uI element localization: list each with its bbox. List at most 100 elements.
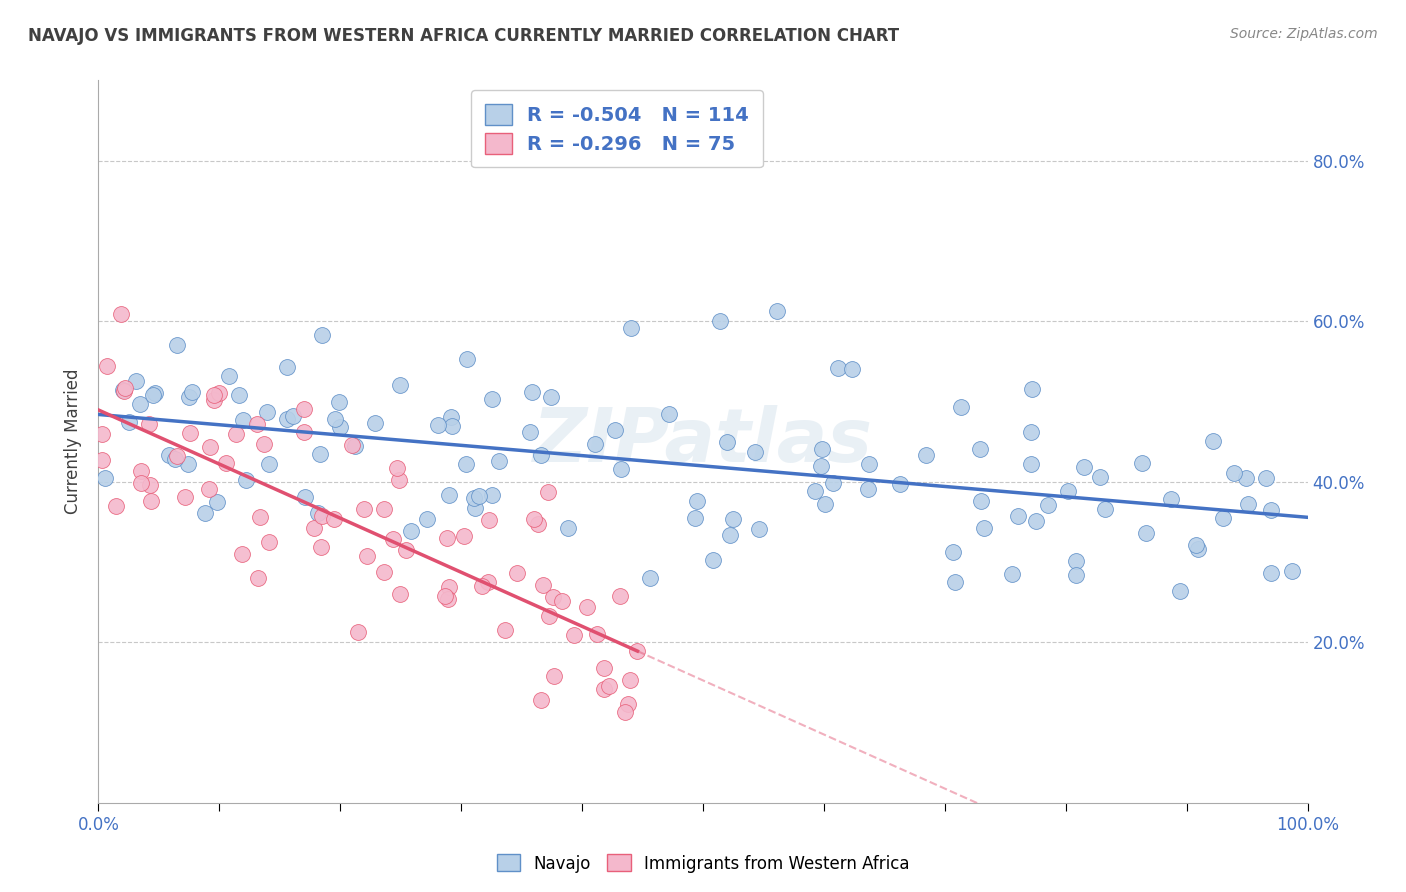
Point xyxy=(685,511,707,525)
Point xyxy=(456,351,478,366)
Point xyxy=(344,439,367,453)
Point xyxy=(478,513,501,527)
Point xyxy=(388,473,411,487)
Point xyxy=(309,446,332,460)
Point xyxy=(439,580,461,594)
Point xyxy=(626,644,648,658)
Point xyxy=(709,314,731,328)
Point xyxy=(249,509,271,524)
Point xyxy=(463,491,485,505)
Point xyxy=(198,440,221,454)
Point xyxy=(440,419,463,434)
Point xyxy=(202,392,225,407)
Point xyxy=(129,397,152,411)
Point xyxy=(283,409,305,424)
Point xyxy=(165,451,187,466)
Point xyxy=(436,591,458,606)
Point xyxy=(609,462,631,476)
Point xyxy=(208,386,231,401)
Point xyxy=(179,425,201,440)
Point xyxy=(257,534,280,549)
Point xyxy=(215,456,238,470)
Point xyxy=(1202,434,1225,449)
Point xyxy=(1001,567,1024,582)
Point xyxy=(246,571,269,585)
Point xyxy=(433,590,456,604)
Point xyxy=(638,571,661,585)
Point xyxy=(276,359,298,374)
Point xyxy=(557,521,579,535)
Point xyxy=(506,566,529,580)
Point xyxy=(471,579,494,593)
Point xyxy=(292,425,315,439)
Point xyxy=(576,600,599,615)
Point xyxy=(373,566,395,580)
Point xyxy=(949,400,972,414)
Point xyxy=(387,460,409,475)
Point xyxy=(205,495,228,509)
Point xyxy=(1073,460,1095,475)
Point xyxy=(658,408,681,422)
Point xyxy=(1094,501,1116,516)
Point xyxy=(766,304,789,318)
Point xyxy=(467,489,489,503)
Point xyxy=(235,473,257,487)
Point xyxy=(716,434,738,449)
Point xyxy=(177,390,200,404)
Point xyxy=(415,511,437,525)
Point xyxy=(827,361,849,376)
Point xyxy=(943,574,966,589)
Point xyxy=(142,388,165,402)
Point xyxy=(456,457,478,471)
Point xyxy=(614,705,637,719)
Point xyxy=(550,594,572,608)
Point xyxy=(969,442,991,456)
Point xyxy=(157,448,180,462)
Point xyxy=(382,533,405,547)
Point xyxy=(530,692,553,706)
Point xyxy=(856,482,879,496)
Point xyxy=(583,436,606,450)
Point xyxy=(811,442,834,456)
Point xyxy=(437,488,460,502)
Point xyxy=(307,506,329,520)
Point xyxy=(395,542,418,557)
Point xyxy=(231,547,253,561)
Point xyxy=(530,449,553,463)
Point xyxy=(1160,492,1182,507)
Point xyxy=(592,661,614,675)
Point xyxy=(523,512,546,526)
Text: Source: ZipAtlas.com: Source: ZipAtlas.com xyxy=(1230,27,1378,41)
Point xyxy=(96,359,118,373)
Point xyxy=(481,488,503,502)
Point xyxy=(311,328,333,343)
Point xyxy=(841,361,863,376)
Point xyxy=(1260,503,1282,517)
Point xyxy=(194,506,217,520)
Point xyxy=(1025,514,1047,528)
Point xyxy=(112,384,135,398)
Legend: R = -0.504   N = 114, R = -0.296   N = 75: R = -0.504 N = 114, R = -0.296 N = 75 xyxy=(471,90,762,168)
Point xyxy=(464,501,486,516)
Point xyxy=(139,478,162,492)
Point xyxy=(1021,382,1043,396)
Point xyxy=(619,673,641,687)
Point xyxy=(1254,471,1277,485)
Point xyxy=(356,549,378,564)
Point xyxy=(702,553,724,567)
Point xyxy=(1212,510,1234,524)
Point xyxy=(1064,554,1087,568)
Point xyxy=(373,501,395,516)
Point xyxy=(1135,525,1157,540)
Point xyxy=(311,540,333,554)
Point xyxy=(453,529,475,543)
Point xyxy=(1170,583,1192,598)
Point xyxy=(1007,508,1029,523)
Point xyxy=(257,457,280,471)
Point xyxy=(1036,498,1059,512)
Point xyxy=(477,574,499,589)
Point xyxy=(104,499,127,513)
Point xyxy=(1057,484,1080,499)
Point xyxy=(914,448,936,462)
Point xyxy=(177,457,200,471)
